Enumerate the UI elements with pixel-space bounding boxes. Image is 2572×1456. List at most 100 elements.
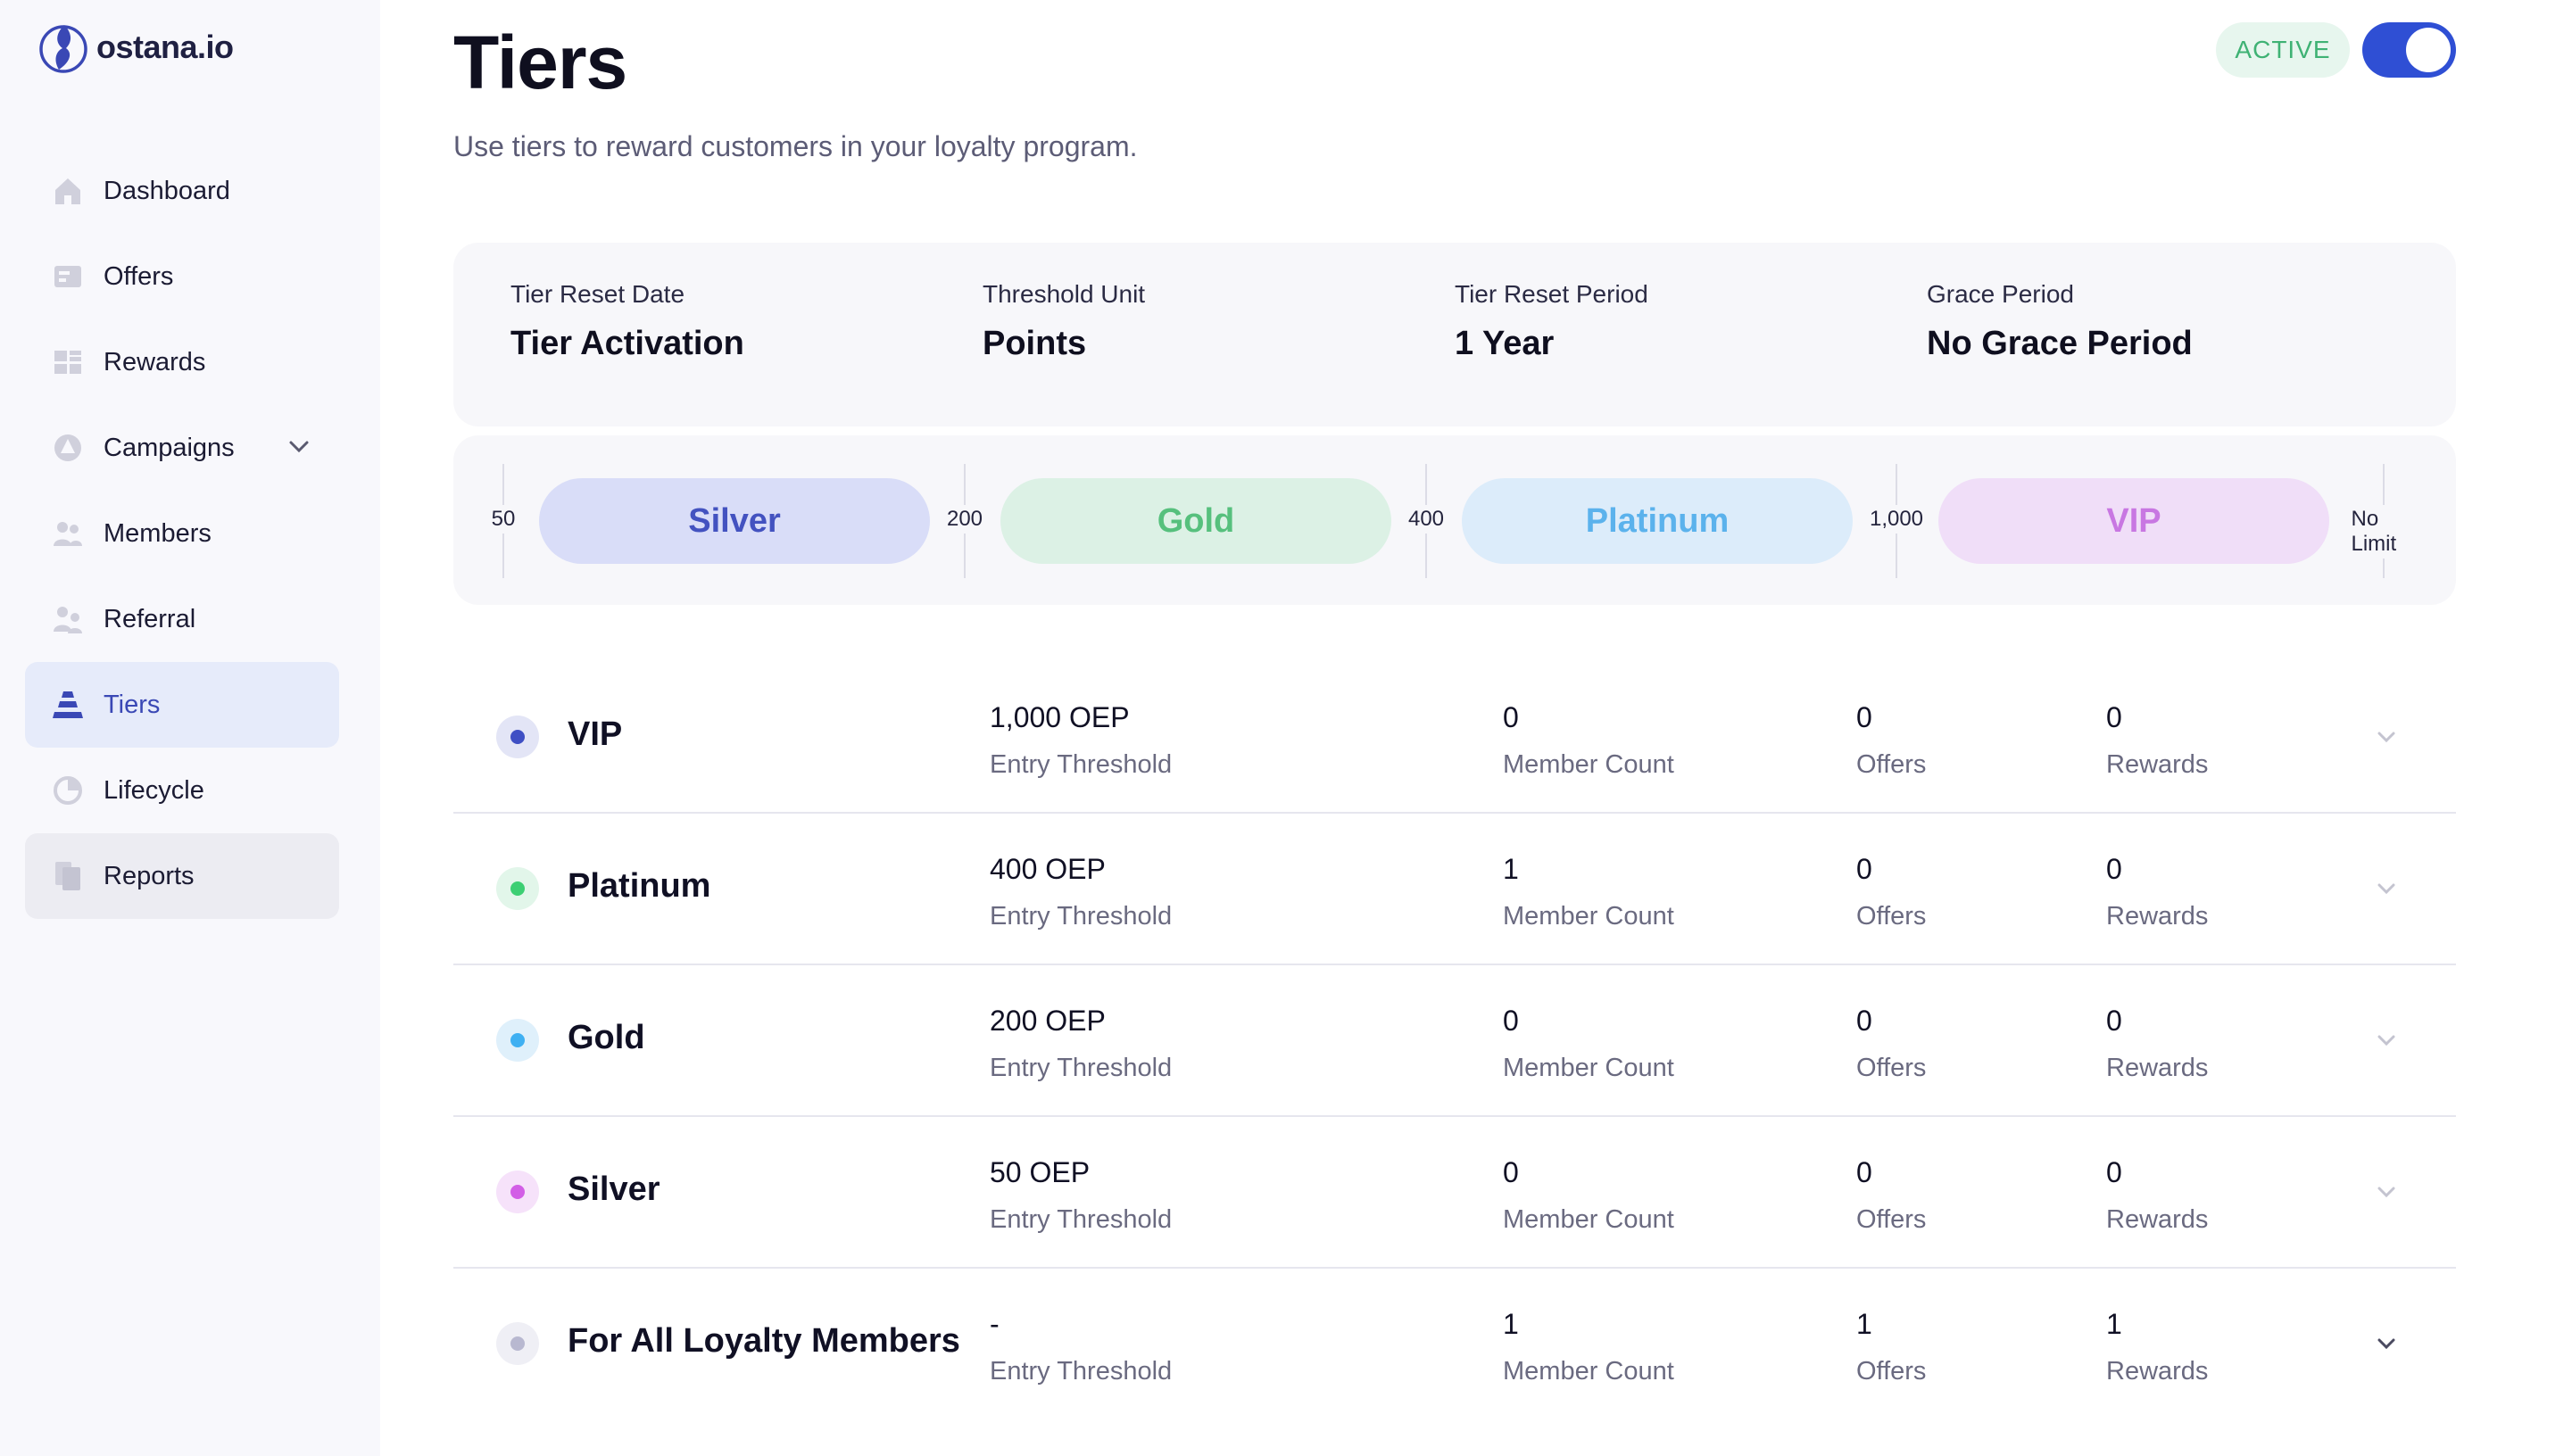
tier-list: VIP 1,000 OEP Entry Threshold 0 Member C… <box>453 662 2456 1419</box>
offers-count-value: 0 <box>1856 1005 1872 1037</box>
rewards-count-value: 0 <box>2106 701 2122 733</box>
entry-threshold-label: Entry Threshold <box>990 902 1173 931</box>
main-content: Tiers Use tiers to reward customers in y… <box>453 0 2456 1456</box>
offers-count-value: 0 <box>1856 701 1872 733</box>
setting-tier-reset-period: Tier Reset Period 1 Year <box>1455 280 1648 363</box>
tier-row[interactable]: Platinum 400 OEP Entry Threshold 1 Membe… <box>453 814 2456 965</box>
expand-chevron-icon[interactable] <box>2372 1026 2401 1055</box>
member-count: 1 Member Count <box>1503 853 1674 931</box>
sidebar-item-label: Tiers <box>104 690 161 719</box>
sidebar-item-lifecycle[interactable]: Lifecycle <box>25 748 339 833</box>
tier-dot-icon <box>496 1322 539 1365</box>
tier-pill-gold[interactable]: Gold <box>1000 478 1391 564</box>
expand-chevron-icon[interactable] <box>2372 723 2401 751</box>
tier-row[interactable]: Gold 200 OEP Entry Threshold 0 Member Co… <box>453 965 2456 1117</box>
tier-row[interactable]: For All Loyalty Members - Entry Threshol… <box>453 1269 2456 1419</box>
entry-threshold-label: Entry Threshold <box>990 1205 1173 1234</box>
members-icon <box>48 514 87 553</box>
offers-count: 1 Offers <box>1856 1308 1926 1386</box>
entry-threshold-label: Entry Threshold <box>990 750 1173 779</box>
tick-label: 200 <box>942 505 987 534</box>
tick-label: 400 <box>1404 505 1448 534</box>
member-count: 0 Member Count <box>1503 701 1674 780</box>
setting-label: Grace Period <box>1927 280 2074 308</box>
tier-threshold-track: 50 200 400 1,000 No Limit Silver Gold Pl… <box>453 435 2456 605</box>
tier-pill-vip[interactable]: VIP <box>1938 478 2329 564</box>
member-count: 0 Member Count <box>1503 1156 1674 1235</box>
entry-threshold: 50 OEP Entry Threshold <box>990 1156 1172 1235</box>
tier-name: For All Loyalty Members <box>568 1322 960 1360</box>
toggle-knob <box>2406 28 2451 72</box>
offers-count: 0 Offers <box>1856 853 1926 931</box>
entry-threshold: 400 OEP Entry Threshold <box>990 853 1172 931</box>
tier-settings-card: Tier Reset Date Tier Activation Threshol… <box>453 243 2456 426</box>
entry-threshold-value: 1,000 OEP <box>990 701 1130 733</box>
offers-count-value: 1 <box>1856 1308 1872 1340</box>
rewards-count-label: Rewards <box>2106 902 2209 931</box>
offers-count-label: Offers <box>1856 1054 1927 1082</box>
member-count-label: Member Count <box>1503 1054 1674 1082</box>
lifecycle-icon <box>48 771 87 810</box>
setting-label: Tier Reset Date <box>510 280 685 308</box>
offers-count-label: Offers <box>1856 1205 1927 1234</box>
tier-dot-icon <box>496 1019 539 1062</box>
offers-count-value: 0 <box>1856 1156 1872 1188</box>
sidebar-nav: Dashboard Offers Rewards Campaigns Me <box>25 148 339 919</box>
expand-chevron-icon[interactable] <box>2372 1178 2401 1206</box>
sidebar-item-referral[interactable]: Referral <box>25 576 339 662</box>
sidebar-item-rewards[interactable]: Rewards <box>25 319 339 405</box>
setting-grace-period: Grace Period No Grace Period <box>1927 280 2193 363</box>
rewards-count-value: 1 <box>2106 1308 2122 1340</box>
rewards-count-label: Rewards <box>2106 750 2209 779</box>
sidebar-item-dashboard[interactable]: Dashboard <box>25 148 339 234</box>
rewards-count: 1 Rewards <box>2106 1308 2208 1386</box>
sidebar-item-reports[interactable]: Reports <box>25 833 339 919</box>
tier-row[interactable]: VIP 1,000 OEP Entry Threshold 0 Member C… <box>453 662 2456 814</box>
member-count-value: 0 <box>1503 1156 1519 1188</box>
sidebar-item-label: Referral <box>104 604 196 633</box>
logo[interactable]: ostana.io <box>37 20 234 75</box>
tick-label: 50 <box>487 505 519 534</box>
tiers-icon <box>48 685 87 724</box>
home-icon <box>48 171 87 211</box>
page-title: Tiers <box>453 21 627 104</box>
rewards-icon <box>48 343 87 382</box>
rewards-count: 0 Rewards <box>2106 853 2208 931</box>
tier-dot-icon <box>496 1171 539 1213</box>
sidebar-item-tiers[interactable]: Tiers <box>25 662 339 748</box>
chevron-down-icon[interactable] <box>287 435 311 459</box>
tier-row[interactable]: Silver 50 OEP Entry Threshold 0 Member C… <box>453 1117 2456 1269</box>
sidebar-item-label: Offers <box>104 261 174 291</box>
sidebar-item-members[interactable]: Members <box>25 491 339 576</box>
offers-count-value: 0 <box>1856 853 1872 885</box>
offers-count: 0 Offers <box>1856 1156 1926 1235</box>
page-subtitle: Use tiers to reward customers in your lo… <box>453 130 1138 162</box>
member-count-label: Member Count <box>1503 902 1674 931</box>
rewards-count-value: 0 <box>2106 1005 2122 1037</box>
expand-chevron-icon[interactable] <box>2372 874 2401 903</box>
setting-value: No Grace Period <box>1927 325 2193 362</box>
rewards-count-label: Rewards <box>2106 1054 2209 1082</box>
active-toggle[interactable] <box>2362 22 2456 78</box>
setting-value: Tier Activation <box>510 325 744 362</box>
member-count-label: Member Count <box>1503 1205 1674 1234</box>
setting-label: Tier Reset Period <box>1455 280 1648 308</box>
sidebar-item-offers[interactable]: Offers <box>25 234 339 319</box>
expand-chevron-icon[interactable] <box>2372 1329 2401 1358</box>
sidebar-item-label: Members <box>104 518 212 548</box>
logo-icon <box>39 25 87 73</box>
entry-threshold-value: 200 OEP <box>990 1005 1106 1037</box>
rewards-count: 0 Rewards <box>2106 1156 2208 1235</box>
member-count-value: 1 <box>1503 1308 1519 1340</box>
tier-dot-icon <box>496 716 539 758</box>
setting-tier-reset-date: Tier Reset Date Tier Activation <box>510 280 744 363</box>
tier-pill-silver[interactable]: Silver <box>539 478 930 564</box>
sidebar-item-campaigns[interactable]: Campaigns <box>25 405 339 491</box>
tick-label: No Limit <box>2347 505 2420 558</box>
status-badge: ACTIVE <box>2216 22 2350 78</box>
tier-pill-platinum[interactable]: Platinum <box>1462 478 1853 564</box>
entry-threshold-value: 50 OEP <box>990 1156 1091 1188</box>
rewards-count-value: 0 <box>2106 853 2122 885</box>
referral-icon <box>48 600 87 639</box>
setting-threshold-unit: Threshold Unit Points <box>983 280 1145 363</box>
